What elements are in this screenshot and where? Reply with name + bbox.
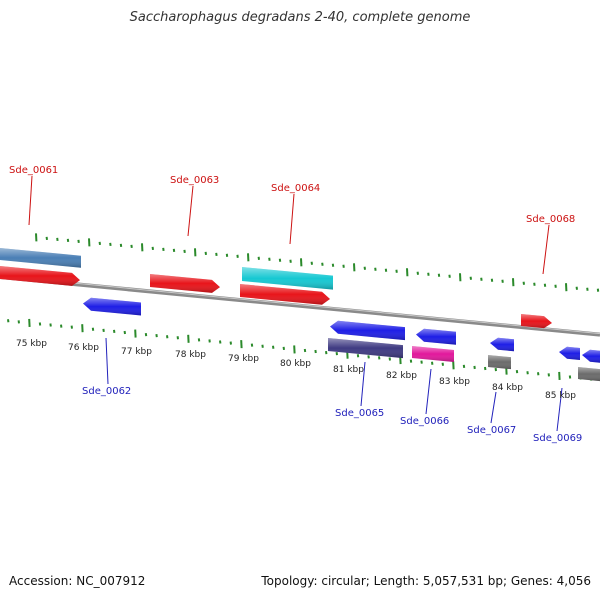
gene-label: Sde_0067 xyxy=(467,425,516,436)
scale-label: 75 kbp xyxy=(16,339,47,349)
gene-sde-0062 xyxy=(83,297,141,316)
gene-label: Sde_0064 xyxy=(271,183,320,194)
gene-sde-0070 xyxy=(582,349,600,363)
label-leader-line xyxy=(556,387,563,432)
scale-label: 76 kbp xyxy=(68,343,99,353)
gene-label: Sde_0062 xyxy=(82,386,131,397)
map-title: Saccharophagus degradans 2-40, complete … xyxy=(129,10,471,25)
label-leader-line xyxy=(28,175,33,226)
scale-label: 84 kbp xyxy=(492,383,523,393)
scale-label: 83 kbp xyxy=(439,377,470,387)
gene-label: Sde_0065 xyxy=(335,408,384,419)
gene-sde-0061-upper xyxy=(0,248,81,268)
gene-sde-0066 xyxy=(416,328,456,345)
gene-sde-0070-lower xyxy=(578,367,600,382)
backbone xyxy=(0,275,600,337)
gene-sde-0061 xyxy=(0,266,80,286)
scale-labels: 75 kbp 76 kbp 77 kbp 78 kbp 79 kbp 80 kbp 81 k… xyxy=(16,339,576,401)
accession-label: Accession: NC_007912 xyxy=(9,574,146,588)
backbone-line xyxy=(0,275,600,337)
scale-label: 77 kbp xyxy=(121,347,152,357)
gene-label: Sde_0061 xyxy=(9,165,58,176)
gene-sde-0067-lower xyxy=(488,355,511,370)
gene-sde-0068 xyxy=(521,314,552,329)
scale-label: 80 kbp xyxy=(280,359,311,369)
gene-sde-0069 xyxy=(559,346,580,360)
gene-sde-0064-upper xyxy=(242,267,333,290)
label-leader-line xyxy=(490,391,497,424)
gene-label: Sde_0069 xyxy=(533,433,582,444)
gene-sde-0063 xyxy=(150,274,220,293)
label-leader-line xyxy=(187,185,194,237)
scale-label: 81 kbp xyxy=(333,365,364,375)
scale-label: 85 kbp xyxy=(545,391,576,401)
gene-sde-0067 xyxy=(490,337,514,352)
gene-label: Sde_0066 xyxy=(400,416,449,427)
gene-sde-0066-lower xyxy=(412,346,454,362)
label-leader-line xyxy=(425,368,432,415)
tick-marks xyxy=(7,233,600,381)
gene-label: Sde_0068 xyxy=(526,214,575,225)
backbone-highlight xyxy=(0,275,600,335)
gene-labels: Sde_0061 Sde_0063 Sde_0064 Sde_0068 Sde_0062… xyxy=(9,165,582,444)
label-leaders xyxy=(28,175,563,432)
scale-label: 79 kbp xyxy=(228,354,259,364)
label-leader-line xyxy=(360,361,366,407)
label-leader-line xyxy=(105,337,109,385)
scale-label: 78 kbp xyxy=(175,350,206,360)
gene-features xyxy=(0,248,600,382)
label-leader-line xyxy=(542,224,550,275)
gene-label: Sde_0063 xyxy=(170,175,219,186)
genome-summary: Topology: circular; Length: 5,057,531 bp… xyxy=(261,574,591,588)
gene-sde-0064 xyxy=(240,284,330,305)
scale-label: 82 kbp xyxy=(386,371,417,381)
gene-sde-0065 xyxy=(330,320,405,341)
gene-sde-0065-lower xyxy=(328,338,403,359)
label-leader-line xyxy=(289,193,295,245)
